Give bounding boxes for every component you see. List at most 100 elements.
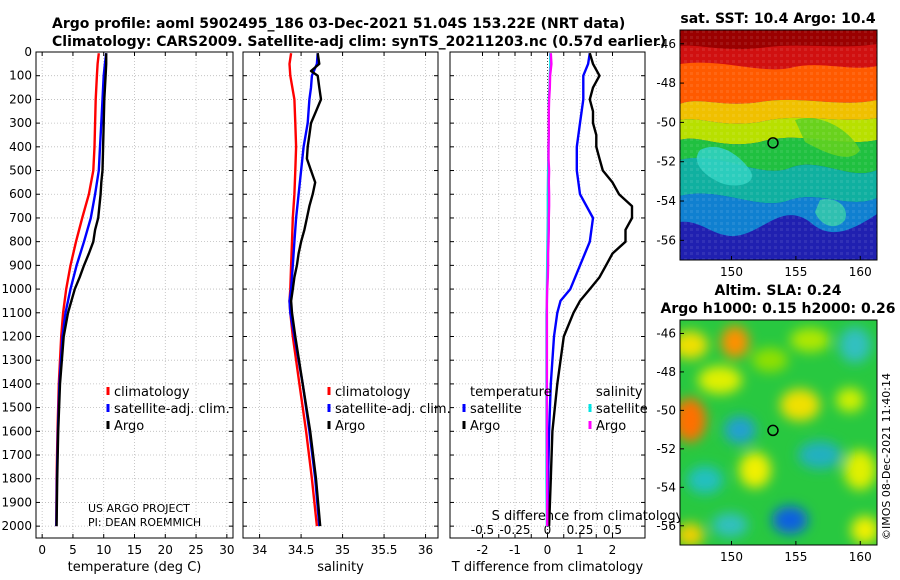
s-tick-label: -0.25	[499, 523, 530, 537]
series-line	[546, 53, 595, 527]
y-tick-label: 0	[24, 45, 32, 59]
sst-map-title: sat. SST: 10.4 Argo: 10.4	[680, 11, 876, 27]
x-tick-label: 5	[69, 543, 77, 557]
legend-label: satellite-adj. clim.	[335, 402, 451, 417]
x-tick-label: 10	[96, 543, 111, 557]
series-line	[545, 53, 553, 527]
y-tick-label: 2000	[1, 519, 32, 533]
figure-title-line1: Argo profile: aoml 5902495_186 03-Dec-20…	[52, 16, 625, 32]
x-axis-label: temperature (deg C)	[68, 560, 202, 575]
figure-title-line2: Climatology: CARS2009. Satellite-adj cli…	[52, 34, 666, 50]
map-frame	[679, 29, 878, 261]
x-tick-label: 0	[38, 543, 46, 557]
map-y-tick-label: -52	[656, 155, 676, 169]
x-tick-label: 34.5	[288, 543, 315, 557]
x-tick-label: 34	[252, 543, 267, 557]
y-tick-label: 700	[9, 211, 32, 225]
x-tick-label: 0	[544, 543, 552, 557]
x-tick-label: 25	[188, 543, 203, 557]
map-y-tick-label: -54	[656, 480, 676, 494]
float-position-marker	[767, 137, 779, 149]
x-axis-label: salinity	[317, 560, 364, 575]
map-y-tick-label: -50	[656, 115, 676, 129]
y-tick-label: 1300	[1, 353, 32, 367]
x-tick-label: 2	[609, 543, 617, 557]
y-tick-label: 600	[9, 187, 32, 201]
x-axis-label: T difference from climatology	[451, 560, 644, 575]
y-tick-label: 1900	[1, 495, 32, 509]
legend-label: satellite	[470, 402, 522, 417]
sla-map-subtitle: Argo h1000: 0.15 h2000: 0.26	[660, 301, 895, 317]
map-x-tick-label: 150	[720, 265, 743, 279]
x-tick-label: 35.5	[371, 543, 398, 557]
imos-timestamp: ©IMOS 08-Dec-2021 11:40:14	[880, 373, 893, 540]
panel-frame	[242, 51, 439, 539]
map-y-tick-label: -48	[656, 365, 676, 379]
series-line	[55, 53, 108, 527]
y-tick-label: 1700	[1, 448, 32, 462]
x-tick-label: 30	[219, 543, 234, 557]
y-tick-label: 1200	[1, 329, 32, 343]
legend-label: satellite-adj. clim.	[114, 402, 230, 417]
y-tick-label: 1100	[1, 306, 32, 320]
map-x-tick-label: 155	[784, 265, 807, 279]
map-x-tick-label: 160	[849, 265, 872, 279]
map-y-tick-label: -46	[656, 37, 676, 51]
credit-project: US ARGO PROJECT	[88, 502, 190, 515]
sst-map	[680, 30, 877, 260]
y-tick-label: 1000	[1, 282, 32, 296]
map-y-tick-label: -54	[656, 194, 676, 208]
legend-label: satellite	[596, 402, 648, 417]
x-tick-label: 1	[576, 543, 584, 557]
y-tick-label: 500	[9, 164, 32, 178]
series-line	[289, 53, 323, 527]
y-tick-label: 1500	[1, 401, 32, 415]
y-tick-label: 900	[9, 258, 32, 272]
legend-label: Argo	[114, 419, 144, 434]
sla-map-title: Altim. SLA: 0.24	[714, 283, 841, 299]
s-tick-label: 0.25	[567, 523, 594, 537]
series-line	[288, 53, 319, 527]
x-tick-label: 35	[335, 543, 350, 557]
s-tick-label: 0	[544, 523, 552, 537]
map-y-tick-label: -50	[656, 403, 676, 417]
y-tick-label: 1600	[1, 424, 32, 438]
map-y-tick-label: -46	[656, 326, 676, 340]
legend-title: temperature	[470, 385, 552, 400]
s-axis-label: S difference from climatology	[492, 509, 684, 524]
x-tick-label: 36	[418, 543, 433, 557]
float-position-marker	[767, 424, 779, 437]
y-tick-label: 200	[9, 92, 32, 106]
s-tick-label: -0.5	[471, 523, 494, 537]
y-tick-label: 100	[9, 69, 32, 83]
y-tick-label: 1800	[1, 472, 32, 486]
x-tick-label: -1	[509, 543, 521, 557]
map-x-tick-label: 150	[720, 550, 743, 564]
x-tick-label: 20	[158, 543, 173, 557]
x-tick-label: 15	[127, 543, 142, 557]
map-y-tick-label: -56	[656, 233, 676, 247]
y-tick-label: 400	[9, 140, 32, 154]
legend-label: climatology	[114, 385, 190, 400]
profile-panel-2: 34 34.5 35 35.5 36 salinity climatology satelli…	[242, 51, 451, 575]
legend-label: climatology	[335, 385, 411, 400]
legend-title: salinity	[596, 385, 643, 400]
map-frame	[679, 319, 878, 546]
sla-map	[680, 320, 877, 545]
map-y-tick-label: -56	[656, 519, 676, 533]
map-y-tick-label: -52	[656, 442, 676, 456]
map-x-tick-label: 155	[784, 550, 807, 564]
legend-label: Argo	[470, 419, 500, 434]
series-line	[547, 52, 634, 527]
map-x-tick-label: 160	[849, 550, 872, 564]
legend-label: Argo	[335, 419, 365, 434]
series-line	[288, 53, 321, 527]
x-tick-label: -2	[477, 543, 489, 557]
credit-pi: PI: DEAN ROEMMICH	[88, 516, 201, 529]
y-tick-label: 1400	[1, 377, 32, 391]
s-tick-label: 0.5	[603, 523, 622, 537]
profile-panel-1: 0100200300400500600700800900100011001200…	[1, 45, 234, 575]
map-y-tick-label: -48	[656, 76, 676, 90]
